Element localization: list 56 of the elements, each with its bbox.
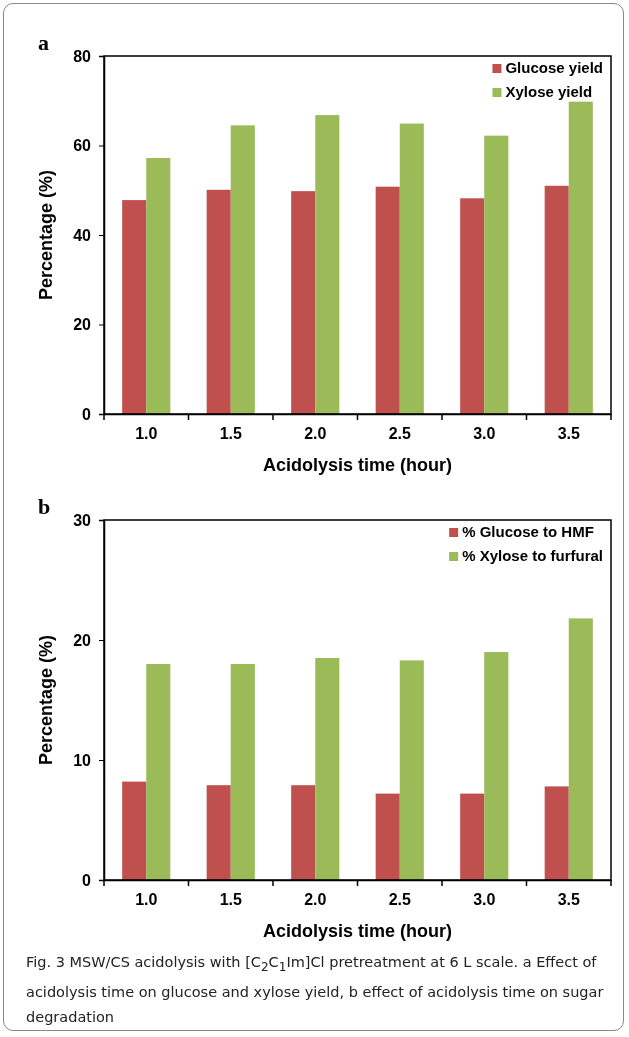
y-tick-label: 20 [73,316,92,334]
x-tick-label: 3.5 [557,891,580,909]
x-tick-label: 2.0 [304,425,327,443]
x-tick-label: 2.0 [304,891,327,909]
bar [568,618,593,880]
bar [375,793,400,880]
bar [230,125,255,414]
bar [544,786,569,880]
y-tick-label: 60 [73,137,92,155]
legend-label: % Xylose to furfural [462,547,603,564]
bar [484,135,509,414]
y-axis-title: Percentage (%) [36,169,56,301]
x-axis-title: Acidolysis time (hour) [262,921,453,941]
bar [315,115,340,414]
x-tick-label: 1.0 [135,425,158,443]
chart-title: b [38,494,51,519]
bar [291,191,316,414]
y-tick-label: 0 [82,405,92,423]
x-tick-label: 1.0 [135,891,158,909]
legend-label: % Glucose to HMF [462,523,594,540]
bar [206,785,231,880]
y-tick-label: 80 [73,47,92,65]
x-tick-label: 2.5 [388,891,411,909]
bar [375,186,400,414]
x-tick-label: 1.5 [219,425,242,443]
bar [146,158,171,414]
legend-label: Glucose yield [505,59,603,76]
bar [568,101,593,414]
y-tick-label: 30 [73,511,92,529]
legend-label: Xylose yield [505,83,593,100]
y-tick-label: 20 [73,631,92,649]
bar [230,664,255,880]
bar [399,660,424,880]
bar [460,793,485,880]
bar [315,658,340,880]
bar [460,198,485,414]
caption: Fig. 3 MSW/CS acidolysis with [C$_{2}$C$_{1}$Im]Cl pretreatment at 6 L scale. a Effect of acidolysis time on glucose and xylose yield, b effect of acidolysis time on sugar degradation [26,953,605,1027]
bar [399,123,424,414]
x-tick-label: 3.0 [473,891,496,909]
bar [291,785,316,880]
bar [484,652,509,880]
y-tick-label: 0 [82,871,92,889]
bar [122,781,147,880]
y-axis-title: Percentage (%) [36,634,56,766]
bar [146,664,171,880]
x-tick-label: 2.5 [388,425,411,443]
x-tick-label: 3.0 [473,425,496,443]
x-tick-label: 3.5 [557,425,580,443]
y-tick-label: 10 [73,751,92,769]
bar [122,200,147,414]
y-tick-label: 40 [73,226,92,244]
bar [544,185,569,414]
x-axis-title: Acidolysis time (hour) [262,455,453,475]
bar [206,189,231,414]
chart-title: a [38,30,49,55]
x-tick-label: 1.5 [219,891,242,909]
